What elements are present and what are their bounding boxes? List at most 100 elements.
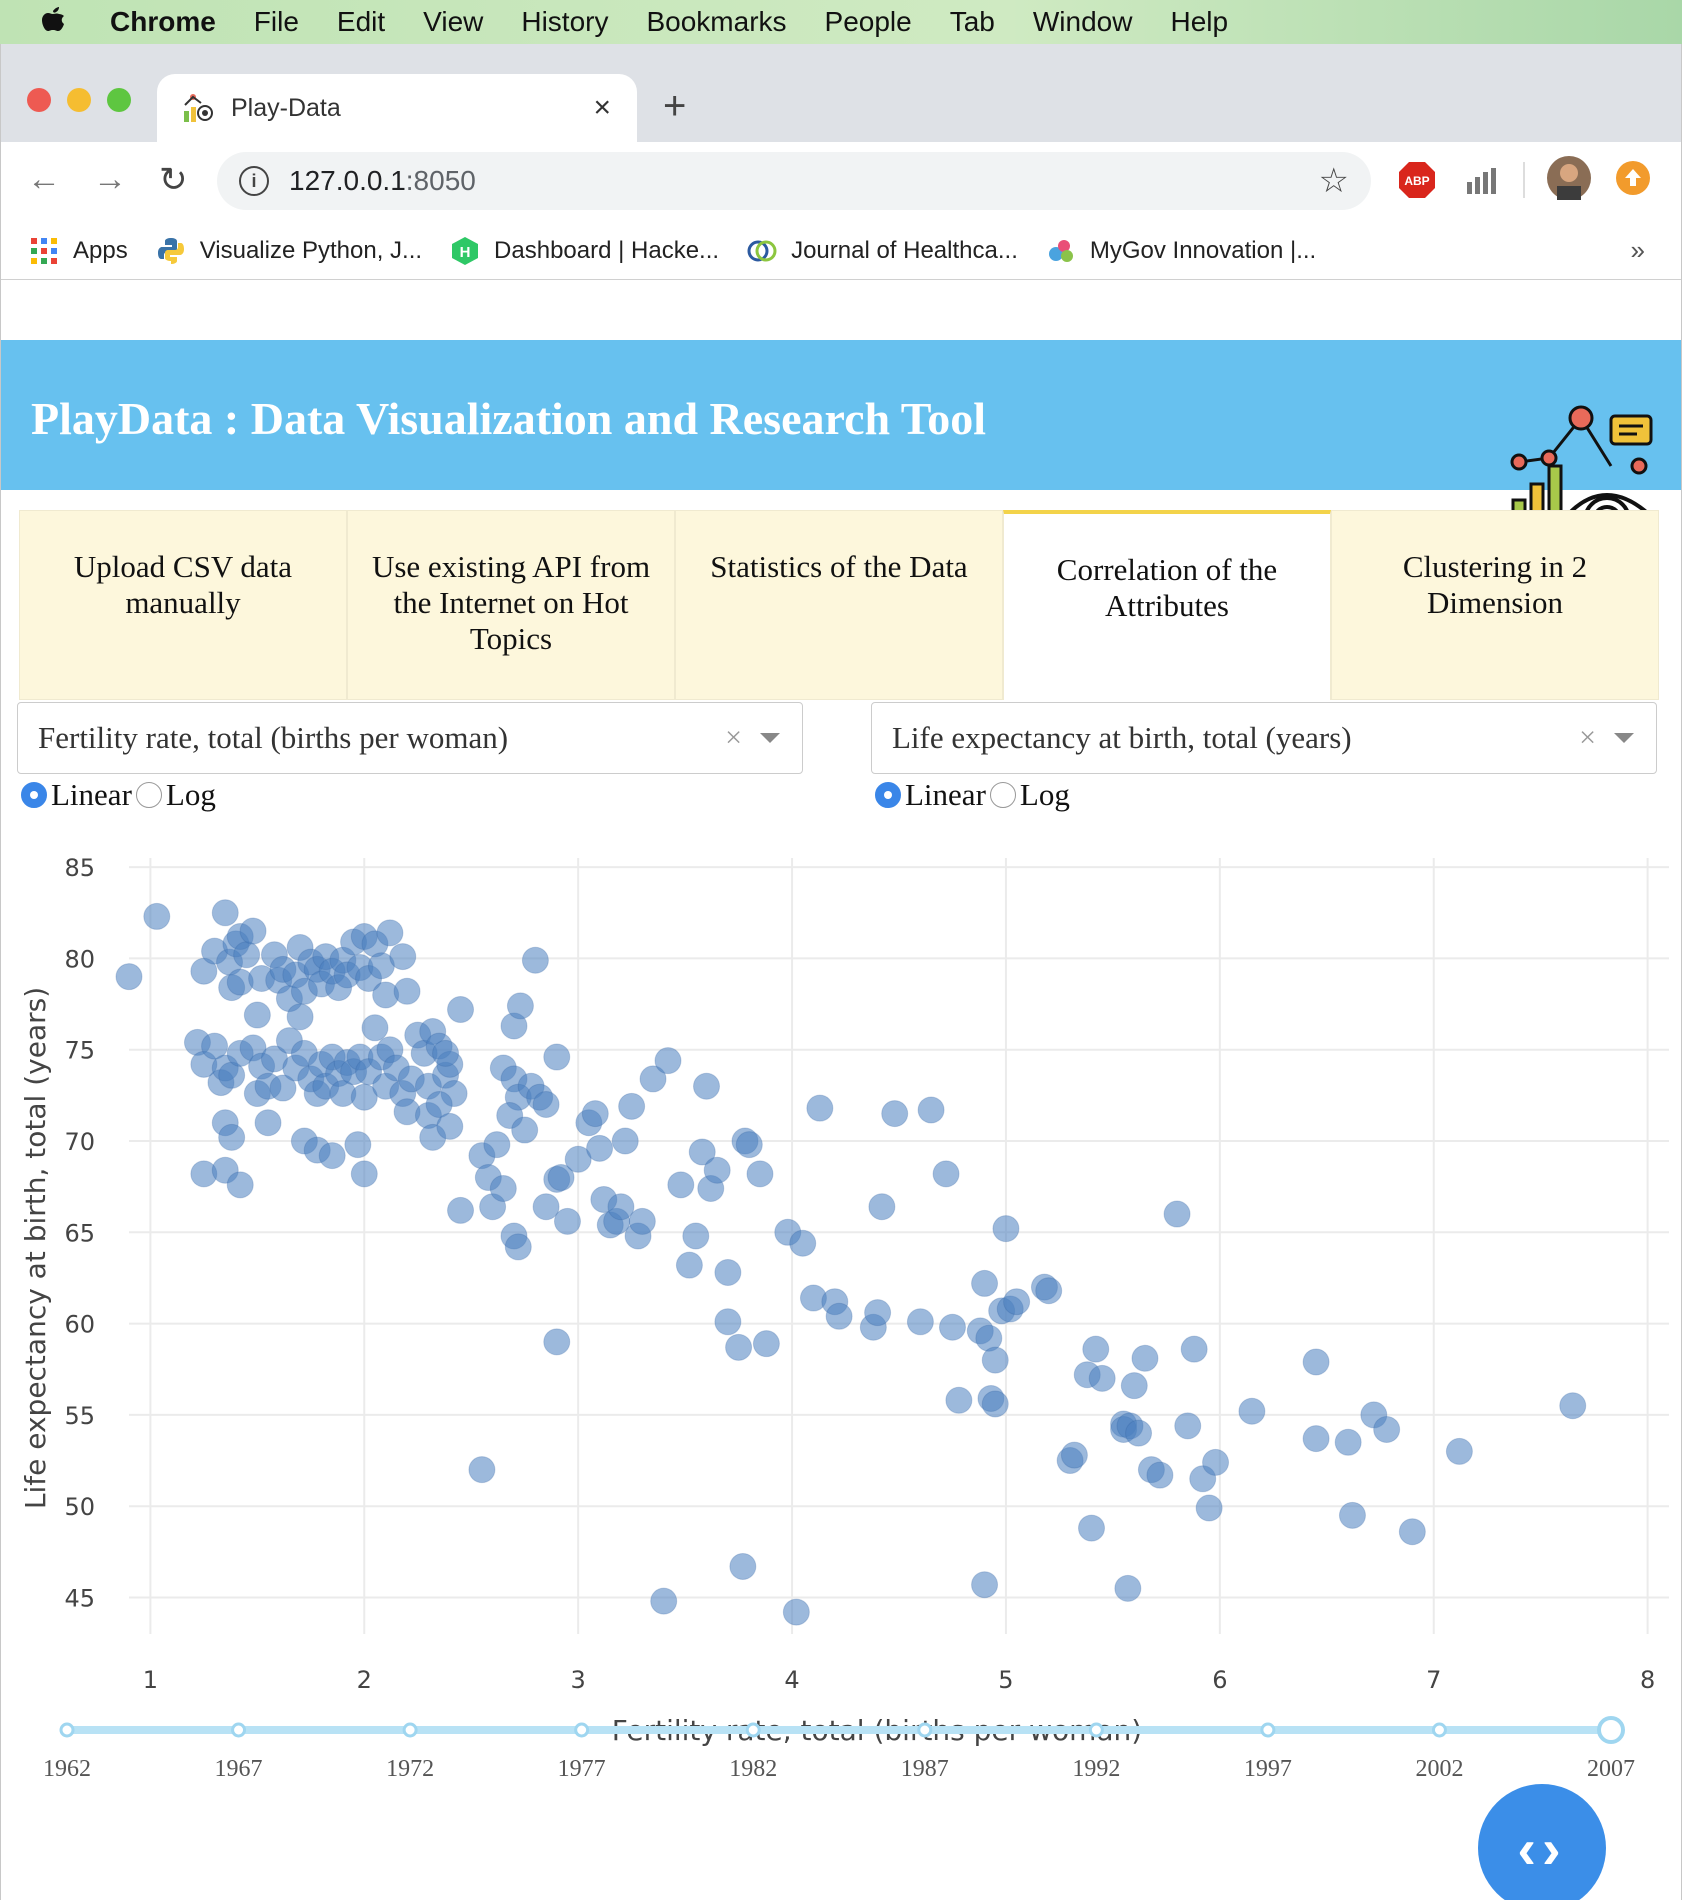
year-slider[interactable]: 1962 1967 1972 1977 1982 1987 1992 1997 2002 2007 xyxy=(1,1700,1681,1820)
scatter-point[interactable] xyxy=(361,1014,389,1042)
scatter-point[interactable] xyxy=(981,1346,1009,1374)
scatter-point[interactable] xyxy=(729,1552,757,1580)
slider-year-label[interactable]: 1997 xyxy=(1244,1756,1292,1782)
slider-dot[interactable] xyxy=(1260,1722,1276,1738)
scatter-point[interactable] xyxy=(239,917,267,945)
scatter-point[interactable] xyxy=(682,1222,710,1250)
bookmark-star-icon[interactable]: ☆ xyxy=(1318,162,1349,200)
scatter-point[interactable] xyxy=(286,1003,314,1031)
slider-dot[interactable] xyxy=(1088,1722,1104,1738)
scatter-point[interactable] xyxy=(650,1587,678,1615)
bookmarks-more-icon[interactable]: » xyxy=(1630,235,1645,265)
scatter-point[interactable] xyxy=(611,1127,639,1155)
bookmark-mygov[interactable]: MyGov Innovation |... xyxy=(1046,236,1316,266)
scatter-point[interactable] xyxy=(607,1193,635,1221)
slider-year-label[interactable]: 1992 xyxy=(1072,1756,1120,1782)
scatter-point[interactable] xyxy=(971,1571,999,1599)
scatter-point[interactable] xyxy=(806,1094,834,1122)
scatter-point[interactable] xyxy=(350,1160,378,1188)
slider-year-label[interactable]: 1972 xyxy=(386,1756,434,1782)
scatter-point[interactable] xyxy=(1202,1448,1230,1476)
scatter-point[interactable] xyxy=(825,1302,853,1330)
browser-tab-active[interactable]: Play-Data × xyxy=(157,74,637,142)
scatter-point[interactable] xyxy=(917,1096,945,1124)
x-log-label[interactable]: Log xyxy=(165,777,216,812)
x-attribute-dropdown[interactable]: Fertility rate, total (births per woman)… xyxy=(17,702,803,774)
slider-dot[interactable] xyxy=(917,1722,933,1738)
scatter-point[interactable] xyxy=(714,1258,742,1286)
tab-close-icon[interactable]: × xyxy=(593,91,611,124)
scatter-point[interactable] xyxy=(511,1116,539,1144)
scatter-point[interactable] xyxy=(269,1074,297,1102)
slider-year-label[interactable]: 1982 xyxy=(729,1756,777,1782)
scatter-point[interactable] xyxy=(344,1131,372,1159)
reload-icon[interactable]: ↻ xyxy=(159,161,188,199)
slider-year-label[interactable]: 2007 xyxy=(1587,1756,1635,1782)
close-window-button[interactable] xyxy=(27,88,51,112)
scatter-point[interactable] xyxy=(254,1109,282,1137)
scatter-point[interactable] xyxy=(1302,1348,1330,1376)
menu-help[interactable]: Help xyxy=(1170,6,1229,37)
scatter-point[interactable] xyxy=(1003,1288,1031,1316)
scatter-point[interactable] xyxy=(667,1171,695,1199)
menu-window[interactable]: Window xyxy=(1032,6,1133,37)
site-info-icon[interactable]: i xyxy=(239,166,269,196)
scatter-point[interactable] xyxy=(789,1229,817,1257)
scatter-point[interactable] xyxy=(468,1456,496,1484)
scatter-point[interactable] xyxy=(639,1065,667,1093)
analytics-extension-icon[interactable] xyxy=(1463,160,1503,200)
minimize-window-button[interactable] xyxy=(67,88,91,112)
scatter-point[interactable] xyxy=(1060,1441,1088,1469)
scatter-point[interactable] xyxy=(1120,1372,1148,1400)
scatter-point[interactable] xyxy=(971,1269,999,1297)
bookmark-hackerrank[interactable]: H Dashboard | Hacke... xyxy=(450,236,719,266)
apple-icon[interactable] xyxy=(40,3,88,41)
menu-people[interactable]: People xyxy=(824,6,912,37)
scatter-point[interactable] xyxy=(581,1100,609,1128)
url-text[interactable]: 127.0.0.1:8050 xyxy=(289,165,1319,197)
scatter-point[interactable] xyxy=(1131,1344,1159,1372)
scatter-point[interactable] xyxy=(532,1090,560,1118)
scatter-point[interactable] xyxy=(553,1207,581,1235)
scatter-point[interactable] xyxy=(489,1174,517,1202)
scatter-point[interactable] xyxy=(1174,1412,1202,1440)
slider-year-label[interactable]: 1967 xyxy=(215,1756,263,1782)
scatter-point[interactable] xyxy=(447,1196,475,1224)
scatter-point[interactable] xyxy=(746,1160,774,1188)
scatter-point[interactable] xyxy=(218,1123,246,1151)
scatter-point[interactable] xyxy=(881,1100,909,1128)
y-linear-radio[interactable] xyxy=(875,782,901,808)
scatter-point[interactable] xyxy=(688,1138,716,1166)
bookmark-apps[interactable]: Apps xyxy=(29,236,128,266)
tab-correlation[interactable]: Correlation of the Attributes xyxy=(1003,510,1331,700)
slider-year-label[interactable]: 1962 xyxy=(43,1756,91,1782)
scatter-point[interactable] xyxy=(1082,1335,1110,1363)
scatter-point[interactable] xyxy=(752,1330,780,1358)
scatter-point[interactable] xyxy=(243,1001,271,1029)
forward-arrow-icon[interactable]: → xyxy=(93,160,127,198)
scatter-point[interactable] xyxy=(506,992,534,1020)
slider-year-label[interactable]: 2002 xyxy=(1415,1756,1463,1782)
scatter-point[interactable] xyxy=(376,919,404,947)
scatter-point[interactable] xyxy=(436,1112,464,1140)
slider-handle[interactable] xyxy=(1597,1716,1625,1744)
scatter-point[interactable] xyxy=(521,946,549,974)
scatter-point[interactable] xyxy=(1146,1461,1174,1489)
scatter-point[interactable] xyxy=(586,1134,614,1162)
scatter-point[interactable] xyxy=(906,1308,934,1336)
new-tab-button[interactable]: + xyxy=(663,84,687,128)
scatter-point[interactable] xyxy=(1163,1200,1191,1228)
scatter-point[interactable] xyxy=(547,1164,575,1192)
scatter-point[interactable] xyxy=(483,1131,511,1159)
x-chevron-down-icon[interactable] xyxy=(760,733,780,743)
scatter-point[interactable] xyxy=(1559,1392,1587,1420)
scatter-point[interactable] xyxy=(564,1145,592,1173)
menu-history[interactable]: History xyxy=(521,6,609,37)
y-linear-label[interactable]: Linear xyxy=(905,777,986,812)
scatter-point[interactable] xyxy=(864,1299,892,1327)
menu-edit[interactable]: Edit xyxy=(336,6,386,37)
scatter-point[interactable] xyxy=(532,1193,560,1221)
y-log-radio[interactable] xyxy=(989,782,1016,808)
scatter-point[interactable] xyxy=(115,963,143,991)
